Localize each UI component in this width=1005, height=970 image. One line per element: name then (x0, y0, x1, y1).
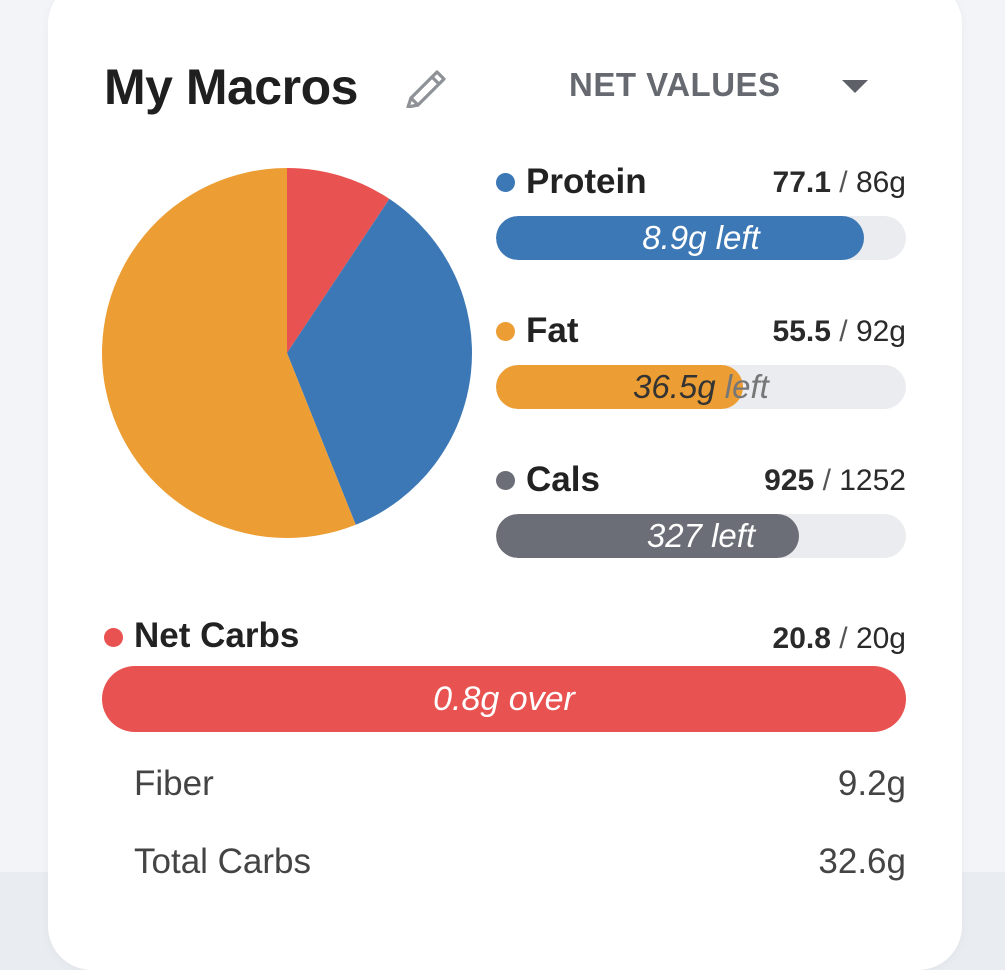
macro-row-protein: Protein 77.1 / 86g 8.9g left (496, 162, 906, 260)
pie-slice-fat (102, 168, 356, 538)
net-carbs-status: 0.8g over (433, 680, 575, 718)
detail-row-total-carbs: Total Carbs 32.6g (134, 842, 906, 886)
protein-progress-bar: 8.9g left (496, 216, 906, 260)
cals-label: Cals (526, 460, 600, 499)
macro-row-fat: Fat 55.5 / 92g 36.5g left (496, 311, 906, 409)
net-carbs-value: 20.8 / 20g (772, 622, 906, 655)
macro-row-cals: Cals 925 / 1252 327 left (496, 460, 906, 558)
total-carbs-value: 32.6g (818, 842, 906, 881)
protein-label: Protein (526, 162, 647, 201)
pie-slice-protein (287, 198, 472, 525)
fiber-label: Fiber (134, 764, 214, 803)
pencil-icon[interactable] (402, 64, 450, 108)
cals-dot (496, 471, 515, 490)
fat-value: 55.5 / 92g (772, 315, 906, 348)
fat-dot (496, 322, 515, 341)
pie-slice-net-carbs (287, 168, 390, 353)
page-title: My Macros (104, 59, 358, 115)
fat-remaining: 36.5g left (633, 368, 769, 405)
cals-progress-bar: 327 left (496, 514, 906, 558)
fat-progress-bar: 36.5g left (496, 365, 906, 409)
fat-progress-fill (496, 365, 744, 409)
net-values-dropdown[interactable]: NET VALUES (569, 66, 781, 103)
protein-remaining: 8.9g left (642, 219, 760, 256)
net-carbs-label: Net Carbs (134, 616, 300, 655)
protein-dot (496, 173, 515, 192)
fiber-value: 9.2g (837, 764, 906, 803)
net-carbs-progress-bar: 0.8g over (102, 666, 906, 732)
protein-progress-fill (496, 216, 864, 260)
detail-row-fiber: Fiber 9.2g (134, 764, 906, 808)
cals-value: 925 / 1252 (764, 464, 906, 497)
macro-row-net-carbs: Net Carbs 20.8 / 20g (102, 614, 906, 660)
net-carbs-dot (104, 628, 123, 647)
macro-pie-chart (102, 168, 472, 538)
total-carbs-label: Total Carbs (134, 842, 312, 881)
fat-label: Fat (526, 311, 579, 350)
cals-progress-fill (496, 514, 799, 558)
caret-down-icon[interactable] (842, 80, 868, 93)
cals-remaining: 327 left (646, 517, 756, 554)
protein-value: 77.1 / 86g (772, 166, 906, 199)
